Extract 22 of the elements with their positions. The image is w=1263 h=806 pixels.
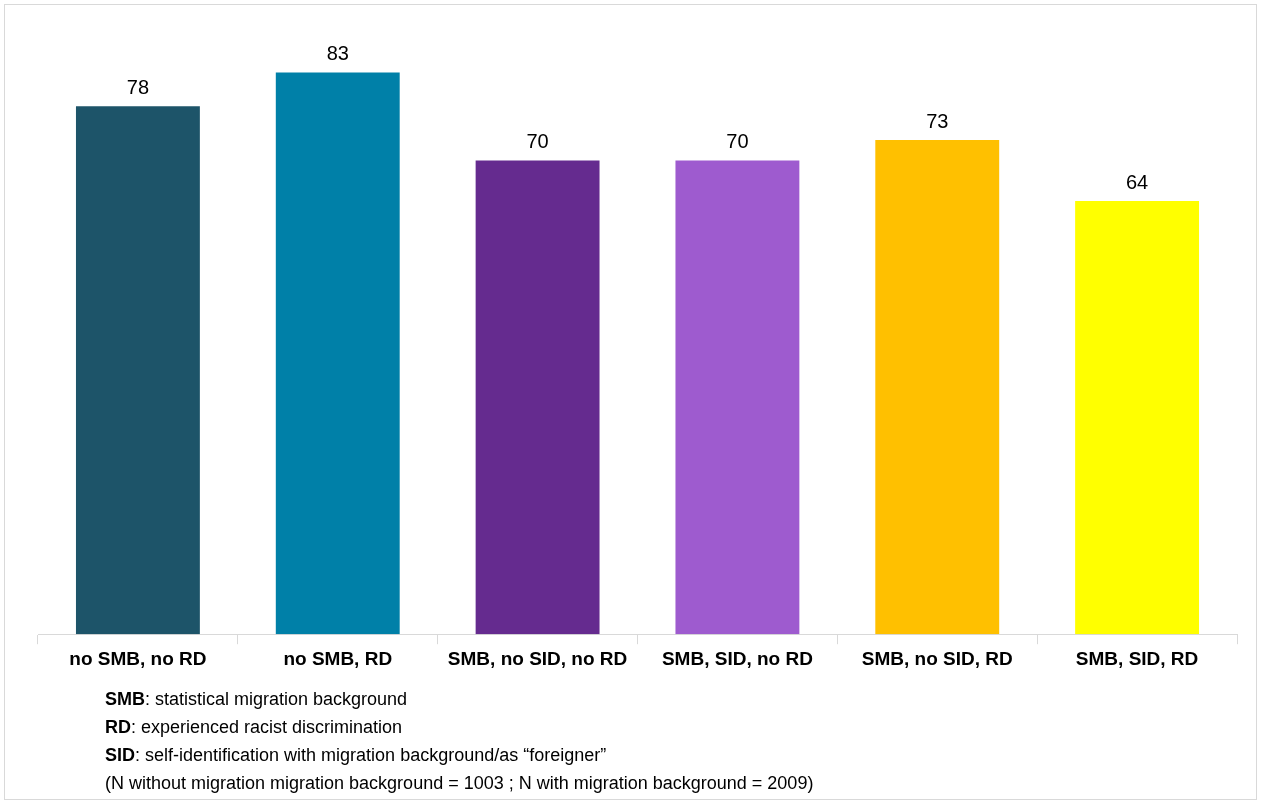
bar xyxy=(75,106,200,635)
data-label: 70 xyxy=(726,129,749,152)
data-label: 73 xyxy=(926,109,949,132)
x-tick-label: SMB, no SID, no RD xyxy=(447,647,628,669)
bar xyxy=(475,160,600,635)
x-tick-label: SMB, SID, RD xyxy=(1075,647,1199,669)
x-tick-label: SMB, no SID, RD xyxy=(861,647,1013,669)
x-tick-label: no SMB, no RD xyxy=(69,647,207,669)
text: (N without migration migration background = 1003 ; N with migration background = 2009) xyxy=(105,772,814,795)
bar xyxy=(1075,200,1200,635)
data-label: 64 xyxy=(1125,170,1149,193)
x-tick-label: no SMB, RD xyxy=(283,647,393,669)
text: SMB: statistical migration background xyxy=(105,688,409,711)
data-label: 83 xyxy=(326,41,349,64)
text: SID: self-identification with migration background/as “foreigner” xyxy=(105,744,608,767)
bar xyxy=(675,160,800,635)
data-label: 78 xyxy=(126,75,150,98)
x-tick-label: SMB, SID, no RD xyxy=(661,647,813,669)
data-label: 70 xyxy=(526,129,549,152)
bar xyxy=(275,72,400,635)
bar xyxy=(875,140,1000,635)
text: RD: experienced racist discrimination xyxy=(105,716,404,739)
